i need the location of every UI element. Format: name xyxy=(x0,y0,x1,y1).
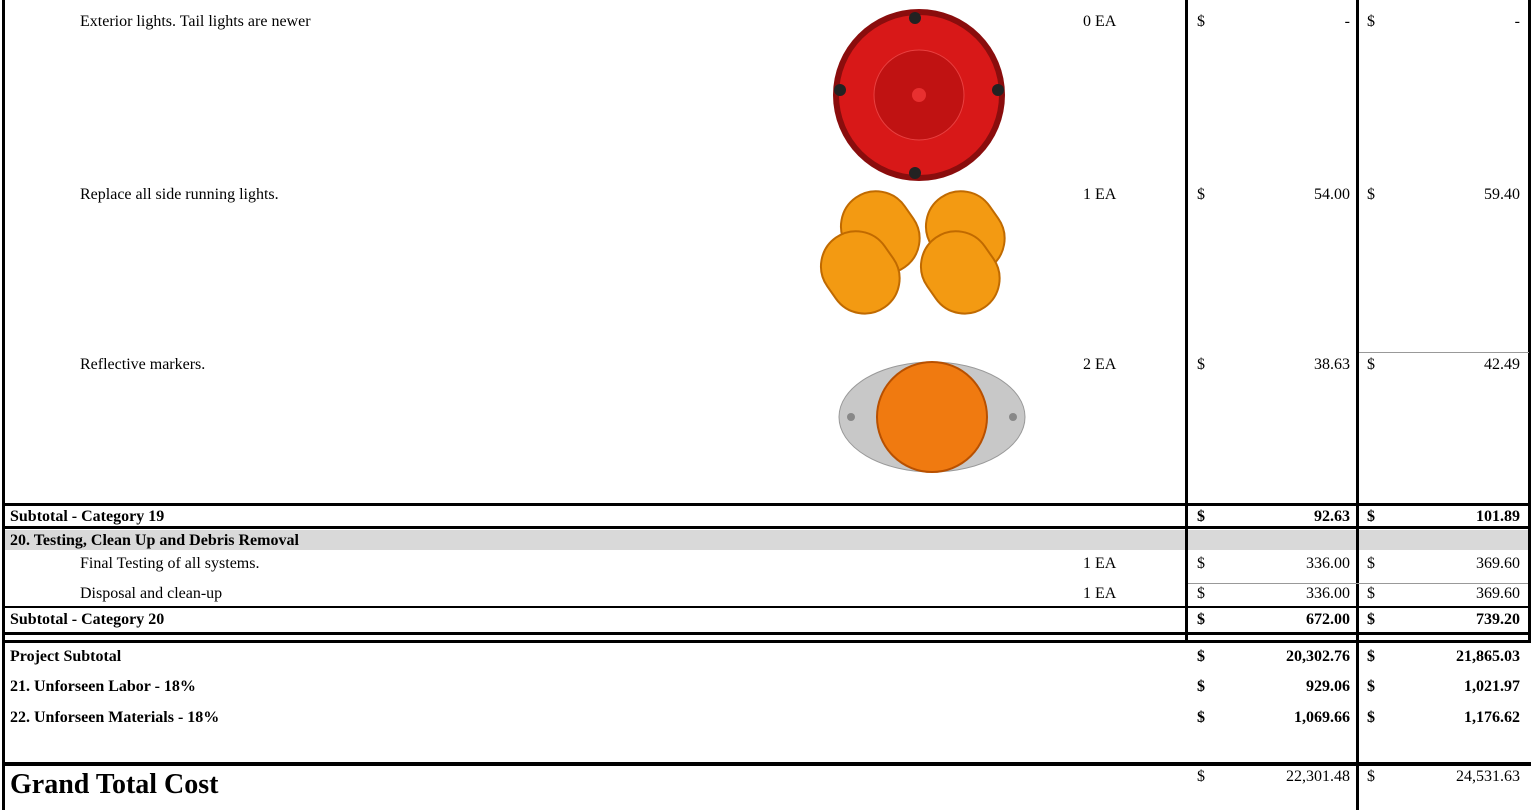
description: 21. Unforseen Labor - 18% xyxy=(10,678,196,695)
currency-symbol: $ xyxy=(1367,13,1375,30)
currency-symbol: $ xyxy=(1197,678,1205,695)
currency-symbol: $ xyxy=(1197,585,1205,602)
cost: 54.00 xyxy=(1314,186,1350,203)
price: 369.60 xyxy=(1476,585,1520,602)
border xyxy=(2,0,5,810)
price: 739.20 xyxy=(1476,611,1520,628)
description: Subtotal - Category 19 xyxy=(10,508,165,525)
quantity: 0 EA xyxy=(1083,13,1117,30)
border xyxy=(1359,352,1529,353)
border xyxy=(1185,0,1188,642)
border xyxy=(2,606,1531,608)
price: 21,865.03 xyxy=(1456,648,1520,665)
currency-symbol: $ xyxy=(1367,585,1375,602)
description: Reflective markers. xyxy=(80,356,206,373)
reflector-image xyxy=(838,361,1026,473)
currency-symbol: $ xyxy=(1367,356,1375,373)
category-header-fill xyxy=(5,530,1530,550)
quantity: 2 EA xyxy=(1083,356,1117,373)
cost: 20,302.76 xyxy=(1286,648,1350,665)
border xyxy=(2,762,1531,766)
description: 22. Unforseen Materials - 18% xyxy=(10,709,220,726)
tail-light-image xyxy=(833,9,1005,181)
description: Subtotal - Category 20 xyxy=(10,611,165,628)
currency-symbol: $ xyxy=(1367,186,1375,203)
currency-symbol: $ xyxy=(1197,648,1205,665)
category-title: 20. Testing, Clean Up and Debris Removal xyxy=(10,532,299,549)
currency-symbol: $ xyxy=(1197,611,1205,628)
currency-symbol: $ xyxy=(1367,611,1375,628)
price: 369.60 xyxy=(1476,555,1520,572)
price: - xyxy=(1514,13,1520,30)
cost: - xyxy=(1344,13,1350,30)
price: 101.89 xyxy=(1476,508,1520,525)
cost: 336.00 xyxy=(1306,585,1350,602)
currency-symbol: $ xyxy=(1367,508,1375,525)
cost: 336.00 xyxy=(1306,555,1350,572)
currency-symbol: $ xyxy=(1367,648,1375,665)
description: Final Testing of all systems. xyxy=(80,555,260,572)
cost: 929.06 xyxy=(1306,678,1350,695)
cost: 92.63 xyxy=(1314,508,1350,525)
currency-symbol: $ xyxy=(1367,555,1375,572)
price: 59.40 xyxy=(1484,186,1520,203)
border xyxy=(1528,0,1531,642)
quantity: 1 EA xyxy=(1083,555,1117,572)
border xyxy=(2,640,1531,643)
currency-symbol: $ xyxy=(1367,768,1375,785)
border xyxy=(2,632,1531,635)
border xyxy=(2,503,1531,506)
currency-symbol: $ xyxy=(1367,678,1375,695)
description: Project Subtotal xyxy=(10,648,122,665)
cost: 672.00 xyxy=(1306,611,1350,628)
currency-symbol: $ xyxy=(1197,555,1205,572)
cost: 1,069.66 xyxy=(1294,709,1350,726)
price: 1,021.97 xyxy=(1464,678,1520,695)
price: 42.49 xyxy=(1484,356,1520,373)
currency-symbol: $ xyxy=(1367,709,1375,726)
cost: 38.63 xyxy=(1314,356,1350,373)
currency-symbol: $ xyxy=(1197,13,1205,30)
quantity: 1 EA xyxy=(1083,585,1117,602)
description: Grand Total Cost xyxy=(10,769,219,800)
border xyxy=(2,526,1531,529)
currency-symbol: $ xyxy=(1197,768,1205,785)
currency-symbol: $ xyxy=(1197,508,1205,525)
currency-symbol: $ xyxy=(1197,186,1205,203)
price: 24,531.63 xyxy=(1456,768,1520,785)
currency-symbol: $ xyxy=(1197,709,1205,726)
description: Replace all side running lights. xyxy=(80,186,279,203)
description: Exterior lights. Tail lights are newer xyxy=(80,13,311,30)
currency-symbol: $ xyxy=(1197,356,1205,373)
cost: 22,301.48 xyxy=(1286,768,1350,785)
price: 1,176.62 xyxy=(1464,709,1520,726)
border xyxy=(1188,583,1528,584)
border xyxy=(1356,0,1359,810)
side-lights-image xyxy=(819,190,1006,315)
quantity: 1 EA xyxy=(1083,186,1117,203)
description: Disposal and clean-up xyxy=(80,585,223,602)
